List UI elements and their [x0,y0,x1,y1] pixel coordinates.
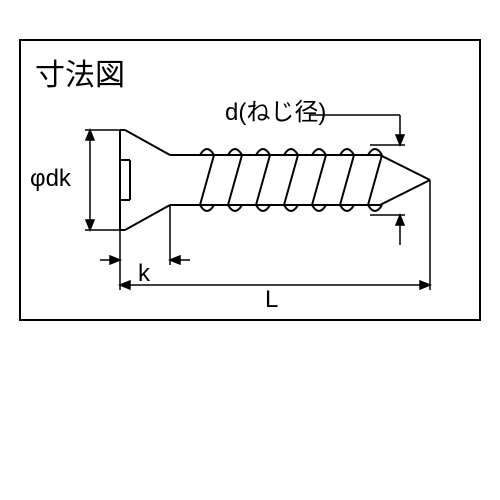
diagram-canvas: 寸法図 φdk k L d(ねじ径) [0,0,500,500]
label-L: L [265,286,278,314]
diagram-title: 寸法図 [35,50,125,94]
dim-L [120,180,430,290]
dim-d [310,115,405,245]
dim-dk [85,130,120,230]
dim-k [100,205,190,265]
label-d: d(ねじ径) [225,92,326,127]
screw-threads [200,149,382,211]
label-dk: φdk [30,165,71,193]
screw-head [120,130,170,230]
screw-shaft [170,155,430,205]
label-k: k [138,260,150,288]
